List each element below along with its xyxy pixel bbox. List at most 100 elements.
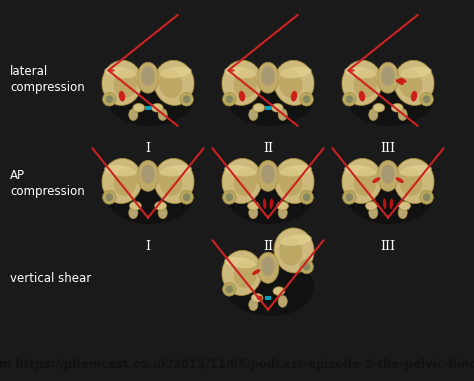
Ellipse shape: [154, 158, 194, 203]
Text: III: III: [381, 142, 395, 155]
Ellipse shape: [354, 168, 377, 196]
Ellipse shape: [261, 256, 275, 276]
Ellipse shape: [180, 190, 193, 204]
Ellipse shape: [226, 285, 233, 293]
Ellipse shape: [398, 207, 407, 219]
Ellipse shape: [103, 190, 116, 204]
Ellipse shape: [300, 92, 313, 106]
Ellipse shape: [141, 165, 155, 184]
Ellipse shape: [226, 258, 314, 316]
Ellipse shape: [291, 91, 297, 101]
Ellipse shape: [346, 194, 353, 201]
Ellipse shape: [106, 194, 113, 201]
Ellipse shape: [247, 202, 259, 210]
Ellipse shape: [401, 67, 432, 78]
Ellipse shape: [104, 165, 136, 176]
Text: vertical shear: vertical shear: [10, 272, 91, 285]
Text: I: I: [146, 142, 151, 155]
Ellipse shape: [354, 70, 377, 98]
Ellipse shape: [118, 91, 125, 101]
Ellipse shape: [104, 67, 136, 78]
Ellipse shape: [271, 104, 283, 112]
Ellipse shape: [161, 165, 192, 176]
Text: lateral
compression: lateral compression: [10, 65, 85, 94]
Ellipse shape: [161, 67, 192, 78]
Ellipse shape: [133, 104, 145, 112]
Ellipse shape: [226, 95, 233, 103]
Ellipse shape: [226, 194, 233, 201]
Ellipse shape: [377, 160, 399, 191]
Ellipse shape: [257, 252, 279, 283]
Ellipse shape: [226, 166, 314, 224]
Ellipse shape: [423, 95, 430, 103]
Ellipse shape: [372, 177, 380, 183]
Ellipse shape: [396, 79, 404, 85]
Ellipse shape: [381, 66, 395, 86]
Ellipse shape: [346, 95, 353, 103]
Text: From https://phemcast.co.uk/2015/11/05/podcast-episode-2-the-pelvic-binder/: From https://phemcast.co.uk/2015/11/05/p…: [0, 358, 474, 371]
Ellipse shape: [253, 104, 264, 112]
Ellipse shape: [278, 109, 287, 121]
Ellipse shape: [346, 68, 434, 126]
Ellipse shape: [369, 109, 378, 121]
Ellipse shape: [137, 62, 159, 93]
Ellipse shape: [399, 78, 407, 83]
Ellipse shape: [159, 70, 182, 98]
Bar: [265, 296, 271, 301]
Ellipse shape: [226, 68, 314, 126]
Ellipse shape: [401, 165, 432, 176]
Ellipse shape: [399, 168, 422, 196]
Ellipse shape: [420, 92, 433, 106]
Ellipse shape: [373, 104, 384, 112]
Ellipse shape: [377, 62, 399, 93]
Ellipse shape: [261, 66, 275, 86]
Ellipse shape: [279, 168, 302, 196]
Ellipse shape: [399, 202, 410, 210]
Ellipse shape: [343, 190, 356, 204]
Ellipse shape: [102, 158, 142, 203]
Text: AP
compression: AP compression: [10, 170, 85, 199]
Ellipse shape: [344, 67, 375, 78]
Ellipse shape: [223, 92, 236, 106]
Ellipse shape: [263, 199, 266, 209]
Ellipse shape: [222, 250, 262, 295]
Ellipse shape: [303, 95, 310, 103]
Ellipse shape: [224, 165, 255, 176]
Ellipse shape: [223, 282, 236, 296]
Ellipse shape: [128, 109, 138, 121]
Ellipse shape: [239, 91, 245, 101]
Ellipse shape: [281, 165, 312, 176]
Ellipse shape: [151, 104, 163, 112]
Ellipse shape: [346, 166, 434, 224]
Ellipse shape: [183, 95, 191, 103]
Ellipse shape: [278, 207, 287, 219]
Ellipse shape: [394, 158, 434, 203]
Ellipse shape: [303, 263, 310, 271]
Ellipse shape: [257, 62, 279, 93]
Ellipse shape: [342, 158, 382, 203]
Ellipse shape: [343, 92, 356, 106]
Ellipse shape: [106, 68, 194, 126]
Ellipse shape: [224, 257, 255, 268]
Ellipse shape: [222, 158, 262, 203]
Ellipse shape: [273, 287, 285, 295]
Ellipse shape: [399, 70, 422, 98]
Ellipse shape: [344, 165, 375, 176]
Ellipse shape: [396, 177, 404, 183]
Ellipse shape: [300, 260, 313, 274]
Ellipse shape: [420, 190, 433, 204]
Ellipse shape: [398, 109, 407, 121]
Ellipse shape: [274, 158, 314, 203]
Ellipse shape: [224, 67, 255, 78]
Ellipse shape: [394, 60, 434, 106]
Ellipse shape: [158, 109, 167, 121]
Ellipse shape: [342, 60, 382, 106]
Ellipse shape: [249, 207, 258, 219]
Ellipse shape: [274, 60, 314, 106]
Ellipse shape: [159, 168, 182, 196]
Bar: [146, 106, 151, 110]
Ellipse shape: [223, 190, 236, 204]
Ellipse shape: [103, 92, 116, 106]
Ellipse shape: [257, 160, 279, 191]
Ellipse shape: [381, 165, 395, 184]
